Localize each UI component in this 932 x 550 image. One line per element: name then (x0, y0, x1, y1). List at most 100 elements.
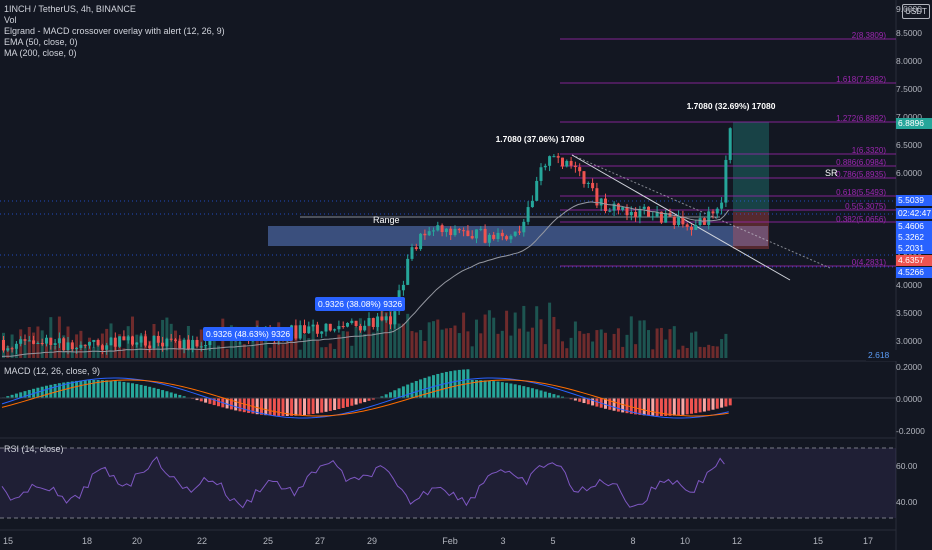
candle-body (178, 340, 182, 349)
volume-bar (509, 335, 513, 358)
range-zone (268, 226, 768, 246)
macd-histogram-bar (139, 384, 143, 398)
volume-bar (238, 341, 242, 358)
macd-histogram-bar (492, 381, 496, 398)
candle-body (346, 322, 349, 327)
legend-ma[interactable]: MA (200, close, 0) (4, 48, 77, 58)
candle-body (358, 325, 362, 331)
volume-bar (410, 331, 414, 358)
candle-body (616, 203, 620, 210)
measure-badge-2[interactable]: 0.9326 (38.08%) 9326 (315, 297, 406, 311)
candle-body (586, 182, 590, 184)
candle-body (569, 160, 573, 166)
move-label-1: 1.7080 (37.06%) 17080 (495, 134, 585, 144)
candle-body (79, 344, 83, 348)
candle-body (449, 228, 453, 236)
volume-bar (354, 326, 358, 358)
volume-bar (363, 333, 367, 358)
measure-badge-1[interactable]: 0.9326 (48.63%) 9326 (203, 327, 294, 341)
macd-histogram-bar (238, 398, 242, 412)
macd-histogram-bar (105, 380, 109, 398)
rsi-tick: 60.00 (896, 461, 918, 471)
currency-badge[interactable]: USDT (902, 4, 930, 19)
macd-histogram-bar (195, 398, 199, 401)
macd-histogram-bar (500, 382, 504, 398)
macd-histogram-bar (346, 398, 349, 407)
candle-body (621, 207, 625, 210)
macd-histogram-bar (586, 398, 590, 405)
volume-bar (337, 334, 341, 358)
candle-body (634, 211, 638, 218)
volume-bar (96, 341, 100, 358)
fib-level-label: 1.272(6.8892) (836, 114, 886, 123)
time-tick: 15 (812, 536, 824, 546)
macd-histogram-bar (496, 381, 500, 398)
macd-histogram-bar (423, 377, 427, 398)
legend-macd[interactable]: MACD (12, 26, close, 9) (4, 366, 101, 376)
volume-bar (475, 319, 478, 358)
macd-histogram-bar (285, 398, 289, 416)
volume-bar (569, 337, 573, 358)
macd-histogram-bar (685, 398, 689, 415)
candle-body (625, 207, 629, 216)
macd-histogram-bar (260, 398, 263, 415)
candle-body (199, 346, 203, 348)
time-tick: 15 (2, 536, 14, 546)
candle-body (685, 224, 689, 227)
macd-histogram-bar (320, 398, 324, 413)
time-tick: 25 (262, 536, 274, 546)
candle-body (113, 337, 117, 347)
macd-histogram-bar (225, 398, 229, 409)
macd-histogram-bar (303, 398, 306, 415)
price-tag: 2.618 (866, 350, 902, 361)
volume-bar (466, 331, 470, 358)
macd-histogram-bar (569, 398, 573, 400)
macd-histogram-bar (122, 381, 126, 398)
volume-bar (664, 339, 668, 358)
candle-body (647, 206, 650, 217)
legend-rsi[interactable]: RSI (14, close) (4, 444, 64, 454)
volume-bar (414, 332, 418, 358)
legend-symbol[interactable]: 1INCH / TetherUS, 4h, BINANCE (4, 4, 136, 14)
candle-body (57, 338, 61, 344)
macd-histogram-bar (380, 396, 384, 398)
volume-bar (27, 326, 31, 358)
macd-histogram-bar (229, 398, 233, 410)
candle-body (36, 343, 40, 345)
macd-histogram-bar (483, 380, 487, 398)
macd-histogram-bar (724, 398, 728, 407)
candle-body (333, 329, 337, 331)
macd-histogram-bar (367, 398, 371, 401)
candle-body (539, 167, 543, 181)
legend-ema[interactable]: EMA (50, close, 0) (4, 37, 78, 47)
candle-body (698, 218, 702, 226)
volume-bar (174, 330, 177, 358)
price-tick: 7.0000 (896, 112, 922, 122)
macd-histogram-bar (664, 398, 668, 416)
legend-macd-overlay[interactable]: Elgrand - MACD crossover overlay with al… (4, 26, 225, 36)
macd-histogram-bar (75, 380, 79, 398)
macd-tick: 0.2000 (896, 362, 922, 372)
macd-histogram-bar (393, 390, 397, 398)
candle-body (19, 339, 23, 344)
macd-histogram-bar (358, 398, 362, 404)
candle-body (122, 336, 126, 341)
price-tick: 9.0000 (896, 4, 922, 14)
volume-bar (389, 304, 392, 358)
candle-body (694, 225, 698, 230)
candle-body (27, 340, 31, 342)
macd-histogram-bar (6, 396, 10, 398)
macd-histogram-bar (535, 389, 539, 398)
volume-bar (651, 349, 655, 358)
legend-vol[interactable]: Vol (4, 15, 17, 25)
macd-histogram-bar (152, 387, 156, 398)
candle-body (393, 311, 397, 325)
volume-bar (505, 310, 509, 358)
macd-histogram-bar (307, 398, 311, 415)
macd-histogram-bar (315, 398, 319, 414)
volume-bar (483, 314, 487, 358)
volume-bar (724, 333, 728, 358)
volume-bar (462, 312, 466, 358)
macd-histogram-bar (251, 398, 255, 414)
